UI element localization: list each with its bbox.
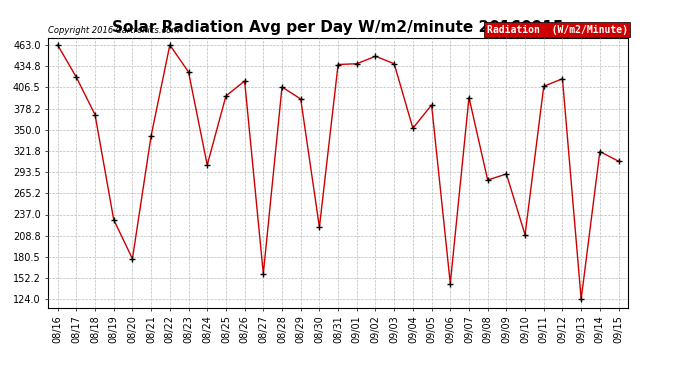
Title: Solar Radiation Avg per Day W/m2/minute 20160915: Solar Radiation Avg per Day W/m2/minute …	[112, 20, 564, 35]
Text: Copyright 2016 Cartronics.com: Copyright 2016 Cartronics.com	[48, 26, 179, 35]
Text: Radiation  (W/m2/Minute): Radiation (W/m2/Minute)	[487, 25, 628, 35]
